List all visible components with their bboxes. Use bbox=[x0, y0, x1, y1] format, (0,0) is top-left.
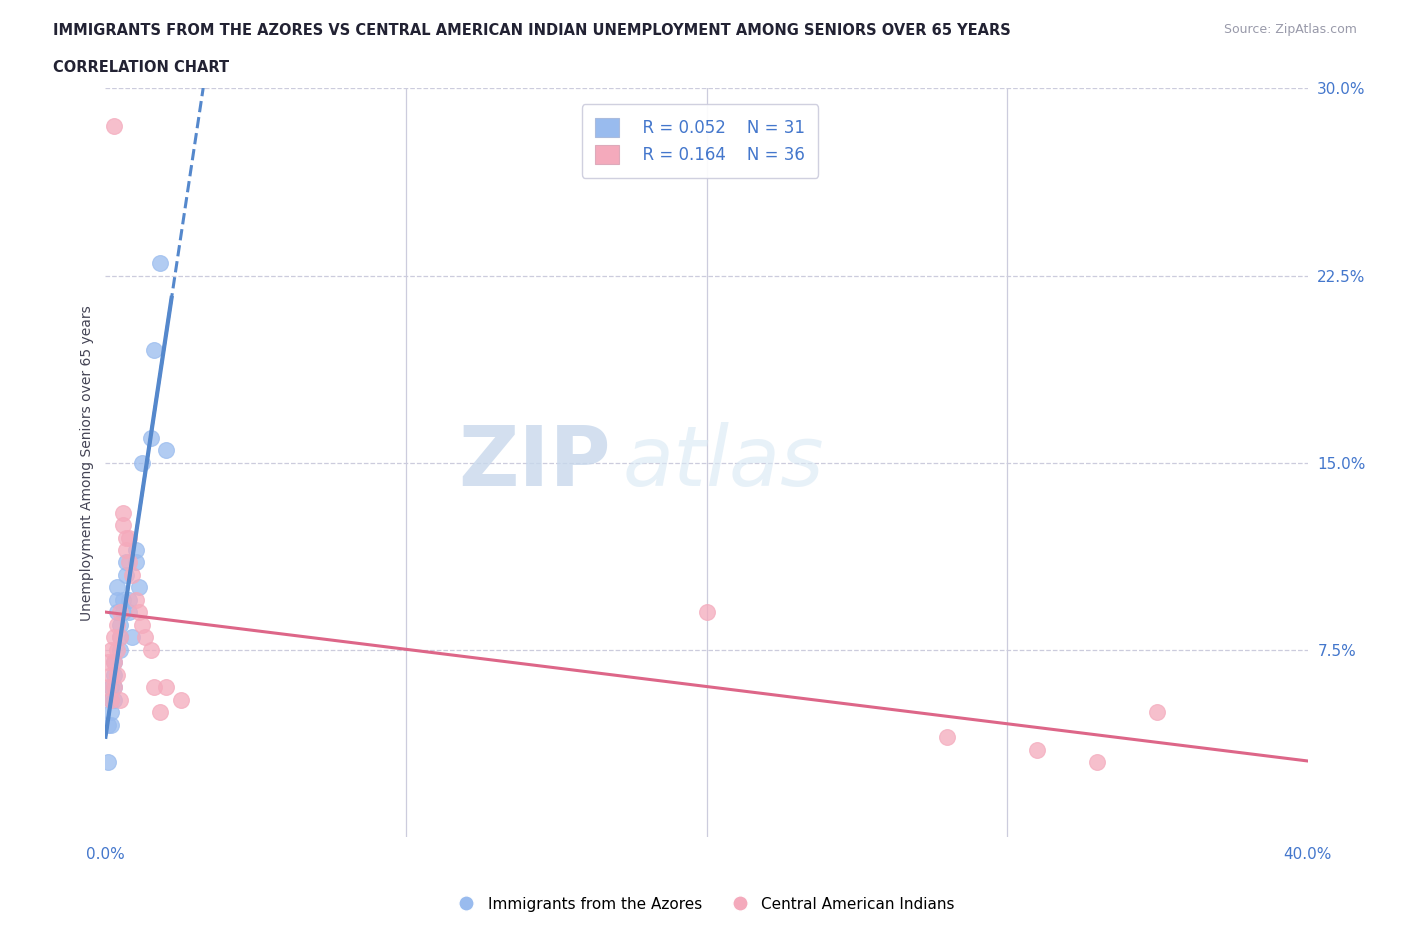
Point bbox=[1026, 742, 1049, 757]
Point bbox=[112, 592, 135, 607]
Text: Source: ZipAtlas.com: Source: ZipAtlas.com bbox=[1223, 23, 1357, 36]
Point bbox=[131, 618, 153, 632]
Point bbox=[110, 618, 132, 632]
Point bbox=[696, 605, 718, 620]
Text: IMMIGRANTS FROM THE AZORES VS CENTRAL AMERICAN INDIAN UNEMPLOYMENT AMONG SENIORS: IMMIGRANTS FROM THE AZORES VS CENTRAL AM… bbox=[53, 23, 1011, 38]
Point bbox=[103, 680, 125, 695]
Point bbox=[169, 692, 191, 707]
Point bbox=[107, 668, 129, 683]
Point bbox=[107, 592, 129, 607]
Point bbox=[115, 567, 138, 582]
Point bbox=[139, 643, 162, 658]
Point bbox=[115, 555, 138, 570]
Point bbox=[118, 592, 141, 607]
Point bbox=[128, 605, 150, 620]
Point bbox=[110, 605, 132, 620]
Y-axis label: Unemployment Among Seniors over 65 years: Unemployment Among Seniors over 65 years bbox=[80, 305, 94, 620]
Point bbox=[103, 630, 125, 644]
Point bbox=[128, 580, 150, 595]
Point bbox=[103, 118, 125, 133]
Point bbox=[131, 456, 153, 471]
Text: CORRELATION CHART: CORRELATION CHART bbox=[53, 60, 229, 75]
Point bbox=[121, 630, 143, 644]
Point bbox=[155, 443, 177, 458]
Point bbox=[118, 605, 141, 620]
Point bbox=[97, 655, 120, 670]
Point bbox=[97, 755, 120, 770]
Point bbox=[100, 643, 122, 658]
Point bbox=[110, 692, 132, 707]
Point bbox=[107, 580, 129, 595]
Point bbox=[100, 692, 122, 707]
Point bbox=[103, 668, 125, 683]
Point bbox=[134, 630, 156, 644]
Point bbox=[118, 530, 141, 545]
Point bbox=[100, 692, 122, 707]
Point bbox=[112, 505, 135, 520]
Point bbox=[103, 692, 125, 707]
Point bbox=[124, 542, 146, 557]
Point bbox=[1085, 755, 1108, 770]
Text: atlas: atlas bbox=[623, 422, 824, 503]
Point bbox=[112, 605, 135, 620]
Legend:   R = 0.052    N = 31,   R = 0.164    N = 36: R = 0.052 N = 31, R = 0.164 N = 36 bbox=[582, 104, 818, 178]
Point bbox=[124, 592, 146, 607]
Point bbox=[155, 680, 177, 695]
Point bbox=[103, 680, 125, 695]
Point bbox=[100, 680, 122, 695]
Point bbox=[110, 630, 132, 644]
Point bbox=[142, 680, 165, 695]
Point bbox=[112, 518, 135, 533]
Point bbox=[107, 618, 129, 632]
Point bbox=[142, 343, 165, 358]
Point bbox=[124, 555, 146, 570]
Point bbox=[97, 680, 120, 695]
Point bbox=[115, 542, 138, 557]
Point bbox=[118, 555, 141, 570]
Point bbox=[148, 705, 170, 720]
Point bbox=[107, 605, 129, 620]
Point bbox=[110, 643, 132, 658]
Point bbox=[936, 730, 959, 745]
Legend: Immigrants from the Azores, Central American Indians: Immigrants from the Azores, Central Amer… bbox=[444, 891, 962, 918]
Point bbox=[103, 655, 125, 670]
Point bbox=[100, 668, 122, 683]
Text: ZIP: ZIP bbox=[458, 422, 610, 503]
Point bbox=[148, 256, 170, 271]
Point bbox=[1146, 705, 1168, 720]
Point bbox=[100, 705, 122, 720]
Point bbox=[103, 655, 125, 670]
Point bbox=[121, 567, 143, 582]
Point bbox=[97, 717, 120, 732]
Point bbox=[139, 431, 162, 445]
Point bbox=[107, 643, 129, 658]
Point bbox=[110, 630, 132, 644]
Point bbox=[100, 717, 122, 732]
Point bbox=[115, 530, 138, 545]
